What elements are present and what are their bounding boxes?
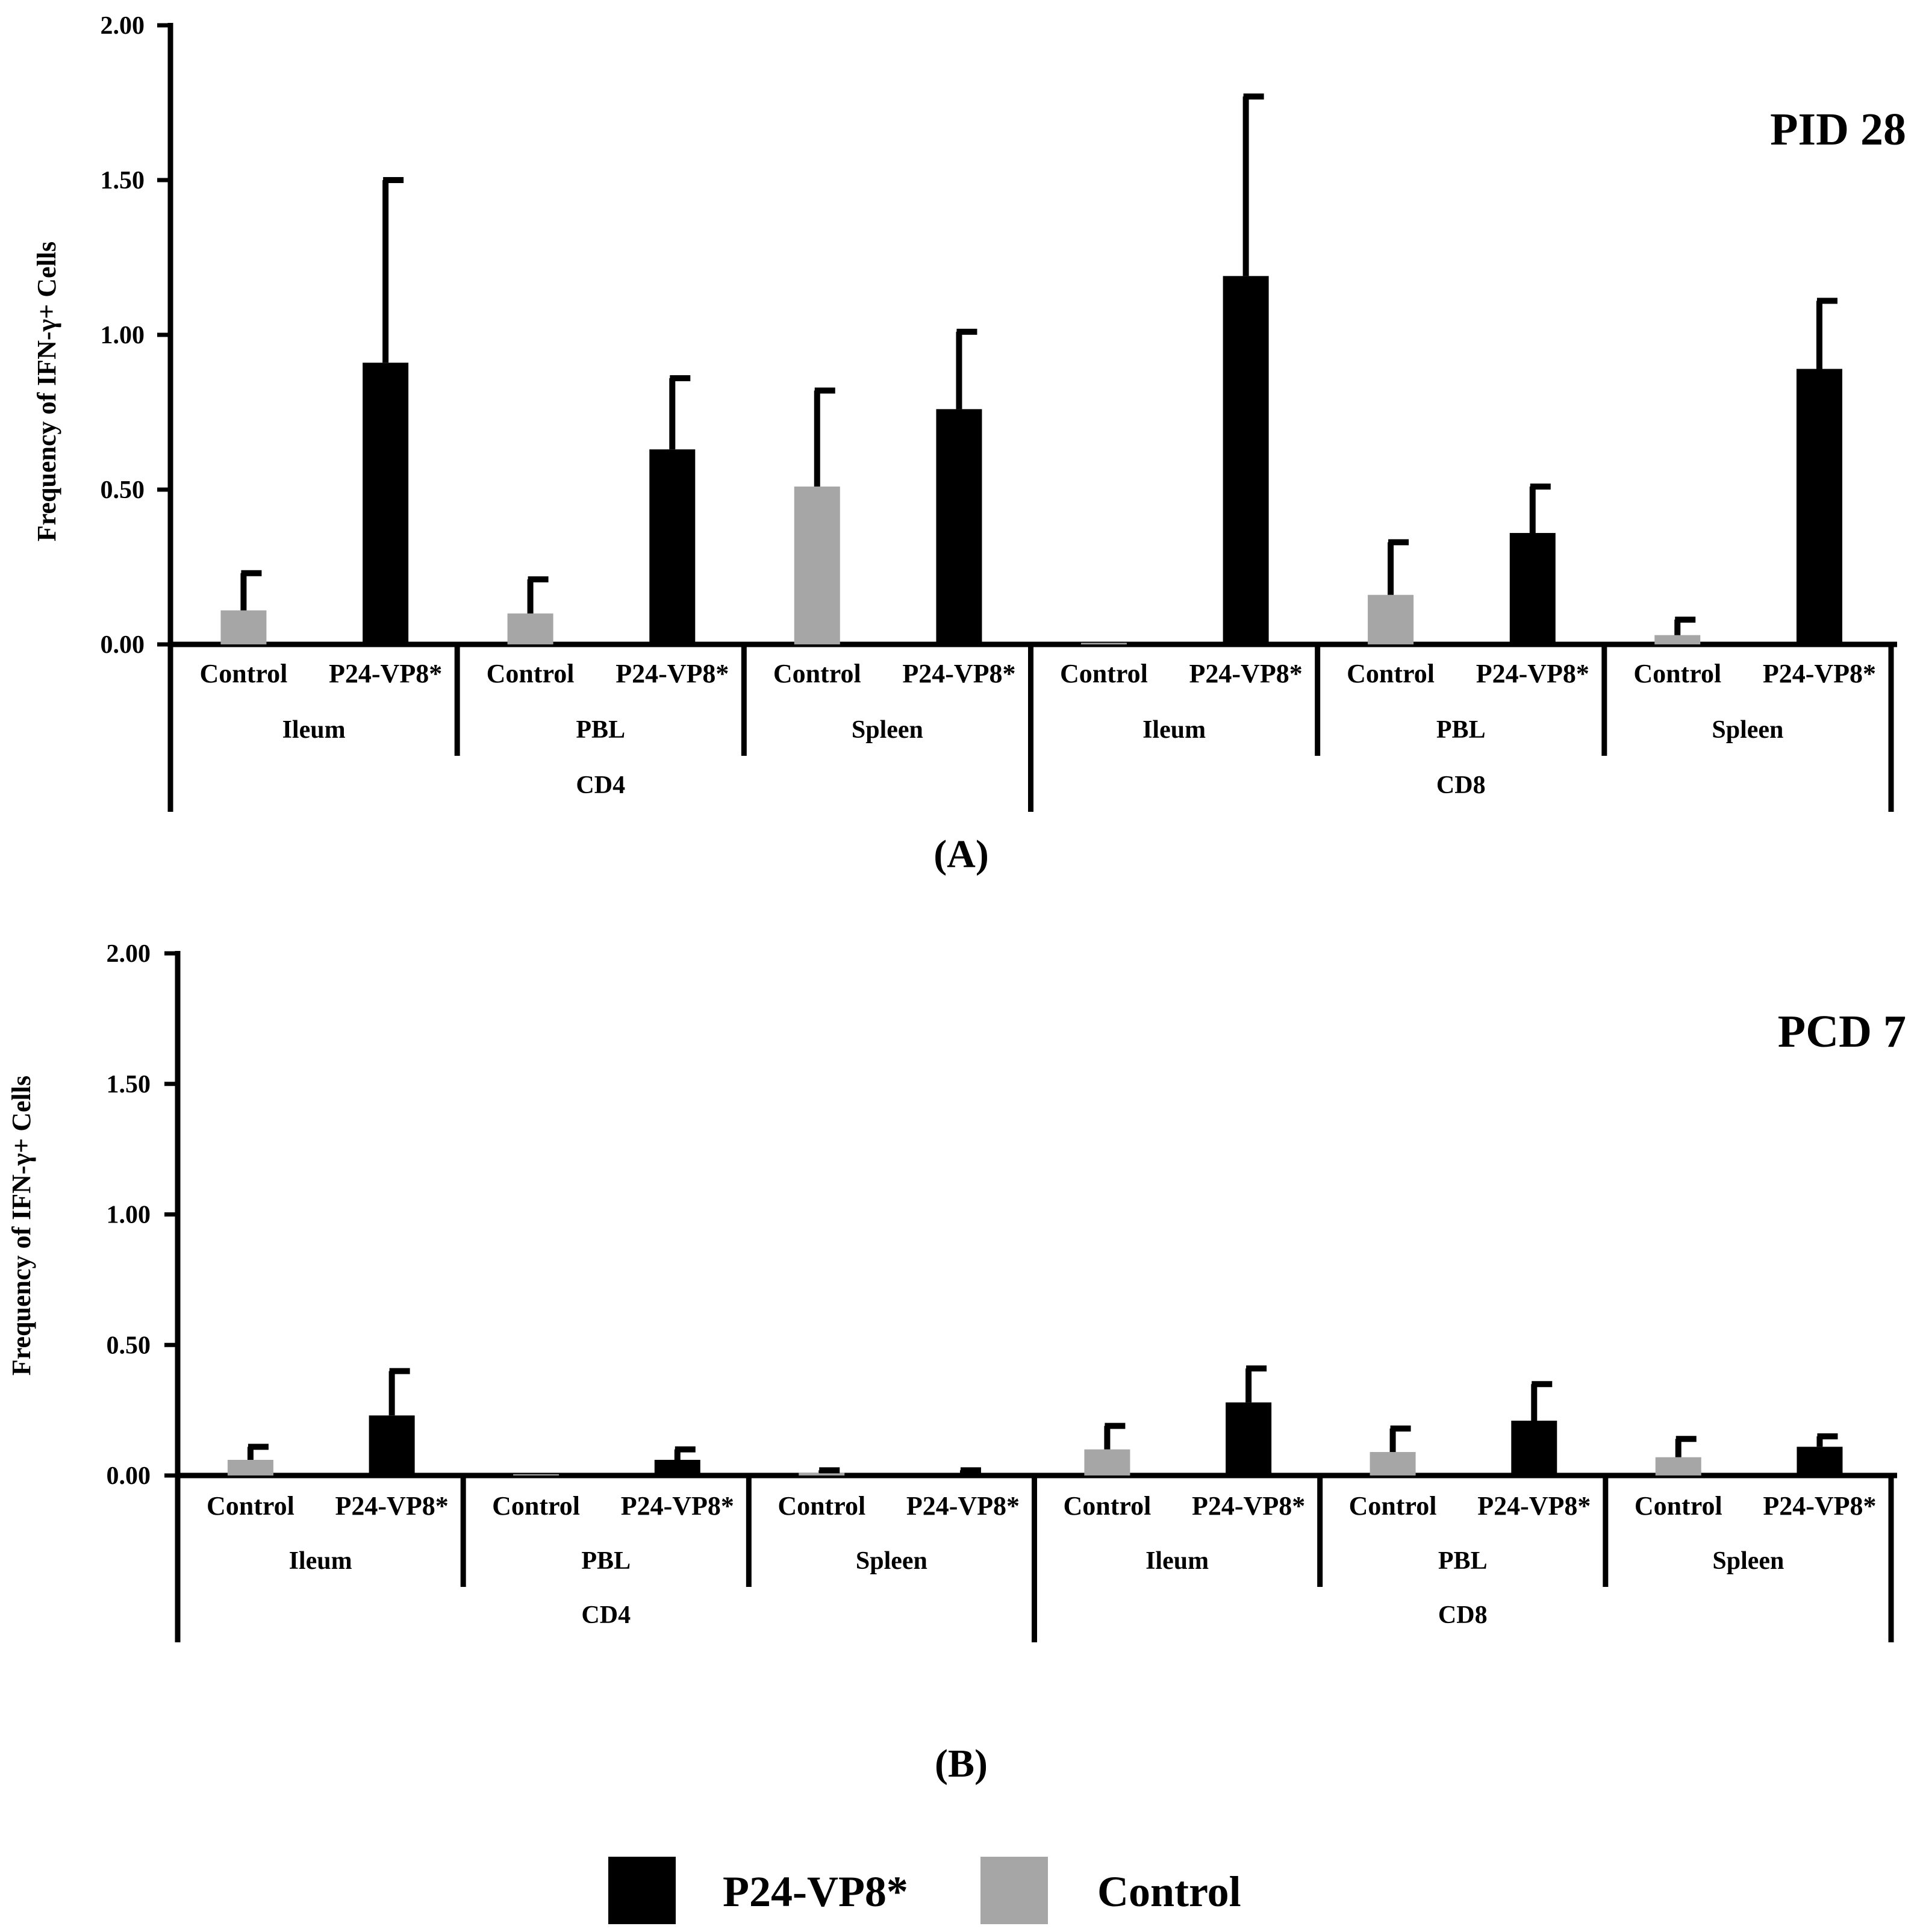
x-tick-label: P24-VP8*	[616, 659, 729, 688]
bar-treatment	[1226, 1402, 1272, 1475]
x-tick-label: Control	[1349, 1491, 1437, 1521]
group-label: CD4	[581, 1601, 631, 1629]
x-tick-label: P24-VP8*	[1763, 659, 1876, 688]
panel-a-title: PID 28	[1770, 104, 1906, 155]
bar-control	[227, 1459, 273, 1475]
bar-control	[1370, 1451, 1416, 1475]
group-label: CD8	[1436, 771, 1486, 799]
y-tick-label: 1.50	[107, 1071, 151, 1098]
panel-b-title: PCD 7	[1778, 1006, 1906, 1057]
bar-control	[507, 613, 553, 644]
x-tick-label: P24-VP8*	[1763, 1491, 1876, 1521]
y-tick-label: 0.00	[107, 1462, 151, 1490]
tissue-label: Spleen	[856, 1547, 927, 1575]
bar-treatment	[654, 1459, 700, 1475]
bar-treatment	[1797, 1447, 1843, 1475]
panel-a-label: (A)	[933, 832, 989, 876]
y-tick-label: 2.00	[107, 940, 151, 968]
x-tick-label: P24-VP8*	[1476, 659, 1589, 688]
x-tick-label: P24-VP8*	[335, 1491, 449, 1521]
y-tick-label: 2.00	[101, 12, 145, 40]
bar-treatment	[369, 1415, 415, 1475]
x-tick-label: P24-VP8*	[329, 659, 442, 688]
bar-control	[1368, 594, 1414, 644]
x-tick-label: P24-VP8*	[906, 1491, 1020, 1521]
tissue-label: Spleen	[1712, 1547, 1784, 1575]
x-tick-label: P24-VP8*	[1477, 1491, 1591, 1521]
legend-label-control: Control	[1097, 1868, 1241, 1916]
tissue-label: PBL	[576, 716, 625, 744]
bar-control	[799, 1472, 845, 1475]
bar-control	[220, 610, 267, 644]
y-tick-label: 0.00	[101, 631, 145, 659]
tissue-label: Ileum	[1142, 716, 1206, 744]
panel-b-chart: 0.00 0.50 1.00 1.50 2.00 Control P24-VP8* Ileum…	[107, 940, 1897, 1642]
x-tick-label: Control	[1060, 659, 1148, 688]
y-tick-label: 1.00	[107, 1201, 151, 1229]
x-tick-label: P24-VP8*	[1192, 1491, 1305, 1521]
x-tick-label: Control	[778, 1491, 865, 1521]
group-label: CD8	[1438, 1601, 1488, 1629]
bar-treatment	[363, 363, 409, 644]
legend-label-treatment: P24-VP8*	[723, 1868, 908, 1916]
tissue-label: Spleen	[852, 716, 923, 744]
bar-control	[1080, 643, 1127, 644]
panel-b-label: (B)	[935, 1742, 988, 1786]
x-tick-label: Control	[199, 659, 287, 688]
x-tick-label: Control	[1633, 659, 1721, 688]
x-tick-label: P24-VP8*	[902, 659, 1015, 688]
tissue-label: Ileum	[1145, 1547, 1209, 1575]
bar-treatment	[936, 409, 982, 644]
panel-b-ylabel: Frequency of IFN-γ+ Cells	[7, 1076, 36, 1376]
y-tick-label: 0.50	[101, 476, 145, 504]
bar-treatment	[1511, 1420, 1557, 1475]
legend-swatch-control	[980, 1857, 1048, 1924]
tissue-label: Spleen	[1712, 716, 1783, 744]
bar-treatment	[1796, 369, 1842, 644]
tissue-label: PBL	[581, 1547, 631, 1575]
x-tick-label: Control	[207, 1491, 295, 1521]
x-tick-label: Control	[773, 659, 861, 688]
x-tick-label: Control	[492, 1491, 580, 1521]
x-tick-label: P24-VP8*	[621, 1491, 734, 1521]
panel-a-ylabel: Frequency of IFN-γ+ Cells	[32, 241, 61, 541]
bar-treatment	[940, 1472, 986, 1475]
bar-control	[1084, 1449, 1130, 1475]
panel-a-chart: 0.00 0.50 1.00 1.50 2.00 Control P24-VP8* Ileum…	[101, 12, 1897, 812]
tissue-label: PBL	[1438, 1547, 1488, 1575]
x-tick-label: P24-VP8*	[1189, 659, 1303, 688]
tissue-label: Ileum	[282, 716, 346, 744]
x-tick-label: Control	[1063, 1491, 1151, 1521]
bar-treatment	[649, 449, 696, 644]
bar-control	[1654, 635, 1701, 644]
y-tick-label: 1.50	[101, 167, 145, 195]
bar-treatment	[1223, 276, 1269, 645]
bar-control	[1655, 1457, 1701, 1475]
tissue-label: Ileum	[289, 1547, 352, 1575]
bar-treatment	[1509, 532, 1556, 644]
bar-control	[513, 1474, 559, 1475]
legend-swatch-treatment	[608, 1857, 676, 1924]
group-label: CD4	[576, 771, 625, 799]
x-tick-label: Control	[1347, 659, 1435, 688]
x-tick-label: Control	[487, 659, 575, 688]
y-tick-label: 0.50	[107, 1332, 151, 1359]
y-tick-label: 1.00	[101, 322, 145, 349]
tissue-label: PBL	[1436, 716, 1486, 744]
x-tick-label: Control	[1635, 1491, 1722, 1521]
bar-control	[794, 486, 840, 644]
